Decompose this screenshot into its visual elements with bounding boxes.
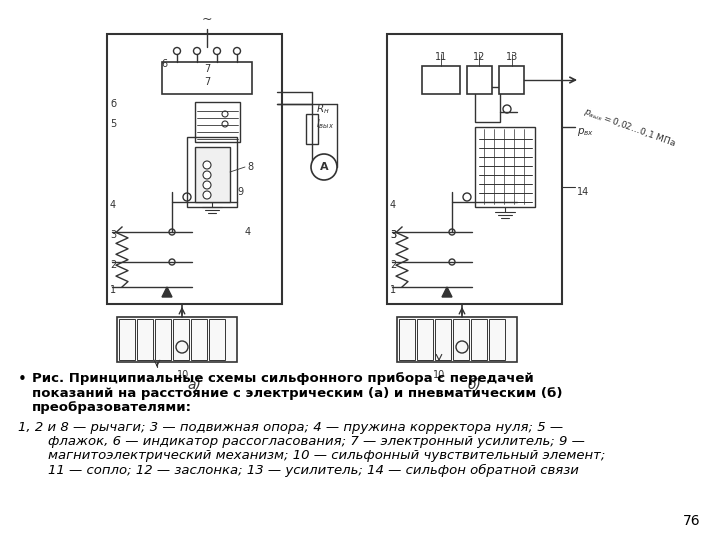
Polygon shape [442, 287, 452, 297]
Bar [489, 319, 505, 360]
Text: 1: 1 [110, 285, 116, 295]
Bar [417, 319, 433, 360]
Bar [191, 319, 207, 360]
Text: $I_{вых}$: $I_{вых}$ [316, 117, 334, 131]
Text: 13: 13 [506, 52, 518, 62]
Text: 8: 8 [247, 162, 253, 172]
Text: $р_{вых}=0{,}02\ldots0{,}1$ МПа: $р_{вых}=0{,}02\ldots0{,}1$ МПа [582, 104, 678, 150]
Circle shape [203, 171, 211, 179]
Polygon shape [162, 287, 172, 297]
Circle shape [311, 154, 337, 180]
Bar [475, 127, 535, 207]
Bar [422, 66, 460, 94]
Bar [306, 114, 318, 144]
Text: Рис. Принципиальные схемы сильфонного прибора с передачей: Рис. Принципиальные схемы сильфонного пр… [32, 372, 534, 385]
Bar [155, 319, 171, 360]
Bar [107, 34, 282, 304]
Text: 1: 1 [390, 285, 396, 295]
Text: 4: 4 [110, 200, 116, 210]
Bar [162, 62, 252, 94]
Bar [471, 319, 487, 360]
Text: 7: 7 [204, 77, 210, 87]
Bar [119, 319, 135, 360]
Bar [173, 319, 189, 360]
Text: 3: 3 [390, 230, 396, 240]
Text: показаний на расстояние с электрическим (а) и пневматическим (б): показаний на расстояние с электрическим … [32, 387, 562, 400]
Text: $р_{вх}$: $р_{вх}$ [577, 126, 594, 138]
Bar [117, 317, 237, 362]
Text: 4: 4 [390, 200, 396, 210]
Text: 2: 2 [110, 260, 116, 270]
Bar [195, 147, 230, 202]
Bar [399, 319, 415, 360]
Text: ~: ~ [202, 13, 212, 26]
Text: преобразователями:: преобразователями: [32, 401, 192, 414]
Text: 10: 10 [177, 370, 189, 380]
Bar [499, 66, 524, 94]
Text: 6: 6 [161, 59, 167, 69]
Text: 12: 12 [473, 52, 485, 62]
Text: б: б [110, 99, 116, 109]
Text: 3: 3 [390, 230, 396, 240]
Text: 10: 10 [433, 370, 445, 380]
Text: а): а) [187, 377, 201, 391]
Bar [209, 319, 225, 360]
Text: 4: 4 [245, 227, 251, 237]
Text: 1, 2 и 8 — рычаги; 3 — подвижная опора; 4 — пружина корректора нуля; 5 —: 1, 2 и 8 — рычаги; 3 — подвижная опора; … [18, 421, 563, 434]
Text: 11: 11 [435, 52, 447, 62]
Text: 7: 7 [204, 64, 210, 74]
Text: 2: 2 [390, 260, 396, 270]
Bar [475, 87, 500, 122]
Bar [453, 319, 469, 360]
Text: магнитоэлектрический механизм; 10 — сильфонный чувствительный элемент;: магнитоэлектрический механизм; 10 — силь… [48, 449, 606, 462]
Circle shape [203, 191, 211, 199]
Text: 76: 76 [683, 514, 700, 528]
Text: 9: 9 [237, 187, 243, 197]
Text: флажок, 6 — индикатор рассогласования; 7 — электронный усилитель; 9 —: флажок, 6 — индикатор рассогласования; 7… [48, 435, 585, 448]
Bar [187, 137, 237, 207]
Text: 11 — сопло; 12 — заслонка; 13 — усилитель; 14 — сильфон обратной связи: 11 — сопло; 12 — заслонка; 13 — усилител… [48, 464, 579, 477]
Bar [137, 319, 153, 360]
Bar [397, 317, 517, 362]
Text: 3: 3 [110, 230, 116, 240]
Text: А: А [320, 162, 328, 172]
Circle shape [203, 181, 211, 189]
Text: 14: 14 [577, 187, 589, 197]
Bar [435, 319, 451, 360]
Circle shape [203, 161, 211, 169]
Text: $R_н$: $R_н$ [316, 102, 330, 116]
Text: •: • [18, 372, 27, 387]
Bar [467, 66, 492, 94]
Text: б): б) [467, 377, 481, 391]
Bar [195, 102, 240, 142]
Text: 5: 5 [110, 119, 116, 129]
Bar [387, 34, 562, 304]
